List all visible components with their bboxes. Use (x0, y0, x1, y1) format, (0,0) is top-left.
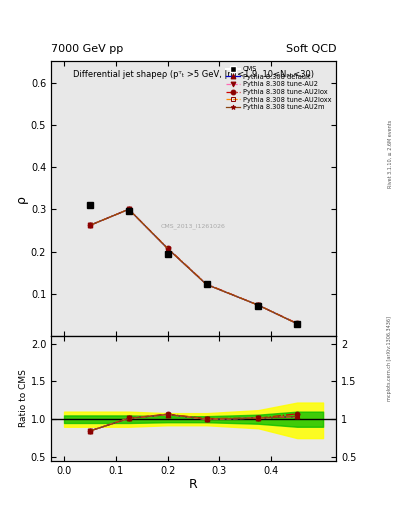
Text: mcplots.cern.ch [arXiv:1306.3436]: mcplots.cern.ch [arXiv:1306.3436] (387, 316, 392, 401)
Text: 7000 GeV pp: 7000 GeV pp (51, 44, 123, 54)
Legend: CMS, Pythia 8.308 default, Pythia 8.308 tune-AU2, Pythia 8.308 tune-AU2lox, Pyth: CMS, Pythia 8.308 default, Pythia 8.308 … (224, 65, 333, 112)
Text: Soft QCD: Soft QCD (286, 44, 336, 54)
Text: CMS_2013_I1261026: CMS_2013_I1261026 (161, 223, 226, 229)
Text: Differential jet shapeρ (pᵀₜ >5 GeV, |ηʲ|<1.9, 10<Nₙₕ<30): Differential jet shapeρ (pᵀₜ >5 GeV, |ηʲ… (73, 70, 314, 79)
Text: Rivet 3.1.10, ≥ 2.6M events: Rivet 3.1.10, ≥ 2.6M events (387, 119, 392, 188)
Y-axis label: ρ: ρ (15, 195, 28, 203)
Y-axis label: Ratio to CMS: Ratio to CMS (19, 370, 28, 428)
X-axis label: R: R (189, 478, 198, 492)
